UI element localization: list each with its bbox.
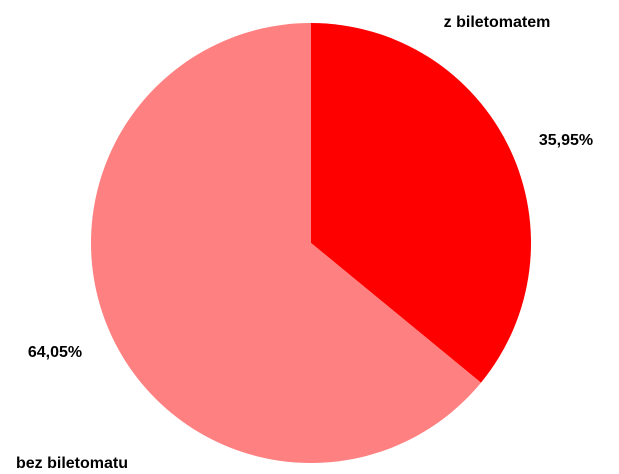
category-label: bez biletomatu: [16, 455, 128, 472]
pie-slice: [311, 23, 531, 383]
pie-slice: [90, 23, 481, 463]
value-label: 35,95%: [539, 132, 593, 149]
value-label: 64,05%: [28, 344, 82, 361]
category-label: z biletomatem: [444, 14, 551, 31]
